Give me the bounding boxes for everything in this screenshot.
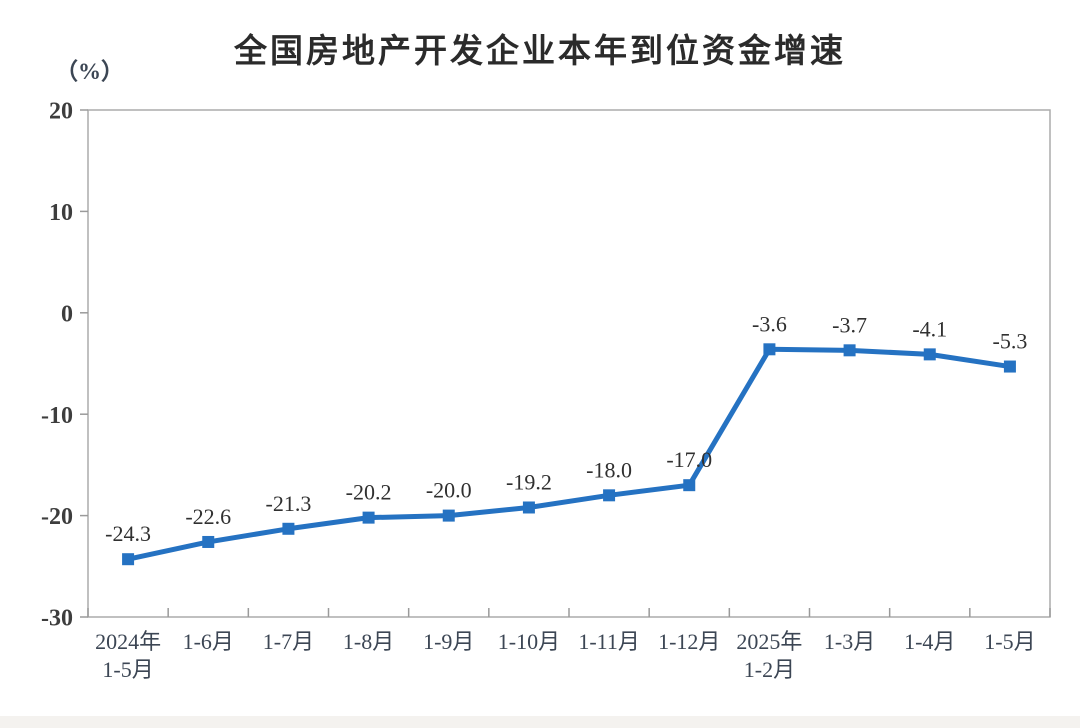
y-tick-label: 10 (49, 200, 73, 226)
y-tick-label: 0 (61, 301, 73, 327)
x-tick-label: 1-7月 (263, 629, 314, 654)
y-tick-label: -10 (41, 403, 73, 429)
y-tick-label: 20 (49, 99, 73, 125)
x-tick-label: 1-12月 (658, 629, 720, 654)
data-point-marker (683, 479, 696, 492)
x-tick-label: 1-4月 (904, 629, 955, 654)
data-point-marker (442, 509, 455, 522)
footer-strip (0, 716, 1080, 728)
data-point-marker (923, 348, 936, 361)
data-label: -21.3 (266, 491, 312, 516)
data-point-marker (522, 501, 535, 514)
x-tick-label: 1-6月 (183, 629, 234, 654)
data-label: -18.0 (586, 457, 632, 482)
data-label: -4.1 (912, 316, 947, 341)
chart-title: 全国房地产开发企业本年到位资金增速 (234, 32, 846, 69)
x-tick-label: 1-5月 (984, 629, 1035, 654)
x-tick-label: 2025年 1-2月 (736, 629, 802, 682)
data-point-marker (362, 511, 375, 524)
data-label: -20.2 (346, 480, 392, 505)
data-point-marker (122, 553, 135, 566)
data-point-marker (1003, 360, 1016, 373)
data-label: -19.2 (506, 469, 552, 494)
data-label: -5.3 (993, 329, 1028, 354)
data-point-marker (603, 489, 616, 502)
trend-line (125, 346, 1013, 562)
y-tick-label: -20 (41, 504, 73, 530)
data-point-marker (202, 535, 215, 548)
x-tick-label: 1-3月 (824, 629, 875, 654)
x-tick-label: 1-10月 (498, 629, 560, 654)
x-tick-label: 1-9月 (423, 629, 474, 654)
data-label: -24.3 (105, 521, 151, 546)
data-label: -3.6 (752, 311, 787, 336)
data-label: -17.0 (666, 447, 712, 472)
x-tick-label: 1-8月 (343, 629, 394, 654)
data-point-marker (282, 522, 295, 535)
data-label: -3.7 (832, 312, 867, 337)
data-label: -20.0 (426, 478, 472, 503)
y-axis-unit-label: （%） (55, 59, 124, 84)
data-label: -22.6 (185, 504, 231, 529)
data-point-marker (843, 344, 856, 357)
x-tick-label: 1-11月 (578, 629, 640, 654)
plot-border (87, 109, 1051, 618)
x-tick-label: 2024年 1-5月 (95, 629, 161, 682)
data-point-marker (763, 343, 776, 356)
y-tick-label: -30 (41, 606, 73, 632)
